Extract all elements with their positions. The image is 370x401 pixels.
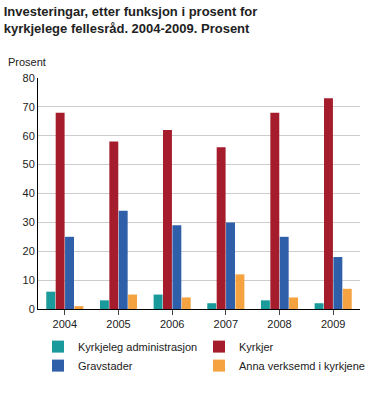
svg-text:2004: 2004 xyxy=(53,318,77,330)
svg-text:Investeringar, etter funksjon: Investeringar, etter funksjon i prosent … xyxy=(4,4,258,36)
svg-text:2008: 2008 xyxy=(267,318,291,330)
svg-text:Kyrkjeleg administrasjon: Kyrkjeleg administrasjon xyxy=(78,341,197,353)
svg-text:2005: 2005 xyxy=(106,318,130,330)
svg-text:60: 60 xyxy=(23,130,35,142)
svg-text:50: 50 xyxy=(23,158,35,170)
svg-text:20: 20 xyxy=(23,245,35,257)
svg-text:2006: 2006 xyxy=(160,318,184,330)
svg-text:2009: 2009 xyxy=(321,318,345,330)
svg-text:Prosent: Prosent xyxy=(8,56,46,68)
svg-text:2007: 2007 xyxy=(214,318,238,330)
svg-text:40: 40 xyxy=(23,187,35,199)
svg-text:70: 70 xyxy=(23,101,35,113)
svg-text:10: 10 xyxy=(23,274,35,286)
svg-text:Anna verksemd i kyrkjene: Anna verksemd i kyrkjene xyxy=(239,360,365,372)
svg-text:0: 0 xyxy=(29,303,35,315)
svg-text:Kyrkjer: Kyrkjer xyxy=(239,341,274,353)
svg-text:80: 80 xyxy=(23,72,35,84)
svg-text:30: 30 xyxy=(23,216,35,228)
svg-text:Gravstader: Gravstader xyxy=(78,360,133,372)
